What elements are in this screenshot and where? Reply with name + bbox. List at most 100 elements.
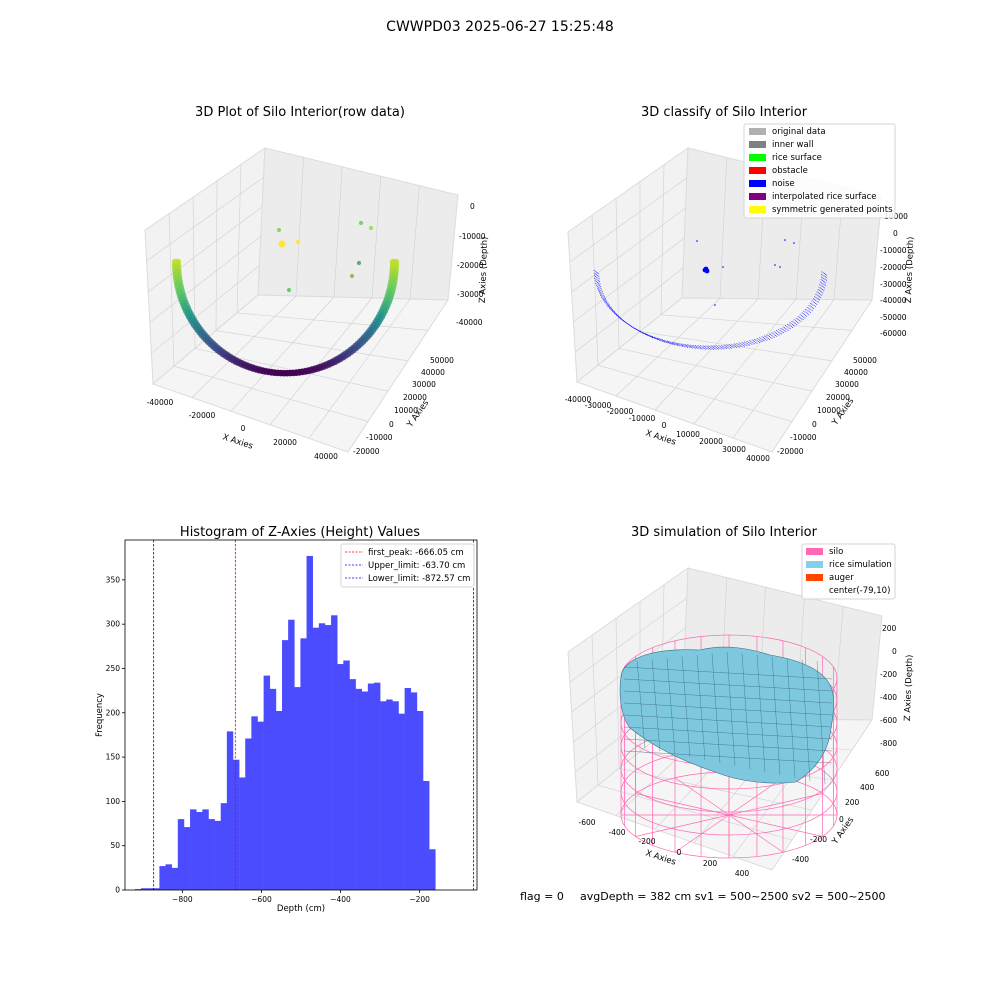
tick-label: 300 (106, 620, 121, 629)
tick-label: 20000 (699, 437, 723, 446)
tick-label: -40000 (880, 296, 907, 305)
noise-point (784, 239, 786, 241)
silo-spoke (728, 814, 823, 837)
tick-label: 10000 (676, 430, 700, 439)
gridline (615, 298, 721, 397)
plot2-title: 3D classify of Silo Interior (641, 105, 808, 120)
scatter-3d-classified: 3D classify of Silo Interior -40000 -300… (565, 105, 916, 463)
gridline (654, 298, 759, 411)
data-point (295, 239, 301, 245)
gridline (569, 177, 687, 263)
noise-ring (594, 270, 824, 348)
legend-swatch (749, 128, 766, 135)
plot2-x-ticks: -40000 -30000 -20000 -10000 0 10000 2000… (565, 395, 770, 463)
silo-spoke (728, 777, 784, 816)
tick-label: -40000 (456, 318, 483, 327)
gridline (660, 164, 665, 315)
tick-label: -10000 (880, 246, 907, 255)
plot4-zlabel: Z Axies (Depth) (903, 654, 915, 721)
legend-label: Upper_limit: -63.70 cm (368, 561, 465, 571)
gridline (295, 157, 304, 297)
plot4-title: 3D simulation of Silo Interior (631, 525, 818, 540)
tick-label: 150 (106, 753, 121, 762)
plot4-legend: silo rice simulation auger center(-79,10… (801, 543, 896, 600)
plot1-zlabel: Z Axies (Depth) (478, 236, 490, 303)
gridline (215, 330, 409, 362)
plot4-y-ticks: -400 -200 0 200 400 600 (792, 769, 890, 864)
plot2-y-ticks: -20000 -10000 0 10000 20000 30000 40000 … (777, 356, 877, 456)
data-point (358, 220, 364, 226)
legend-label: symmetric generated points (772, 205, 893, 215)
silo-spoke (728, 793, 823, 816)
tick-label: -200 (880, 670, 897, 679)
plot2-zlabel: Z Axies (Depth) (904, 236, 916, 303)
figure-suptitle: CWWPD03 2025-06-27 15:25:48 (386, 19, 614, 35)
histogram-bar (416, 711, 424, 890)
legend-swatch (806, 574, 823, 581)
histogram-bar (202, 809, 209, 890)
histogram-bar (177, 819, 185, 890)
legend-label: first_peak: -666.05 cm (368, 548, 464, 558)
tick-label: 40000 (844, 368, 868, 377)
tick-label: -400 (880, 693, 897, 702)
tick-label: -10000 (629, 414, 656, 423)
gridline (269, 297, 373, 425)
tick-label: −800 (172, 895, 193, 904)
legend-label: original data (772, 127, 826, 137)
mesh-line (623, 726, 833, 740)
data-point (356, 260, 362, 266)
gridline (148, 206, 263, 292)
plot2-legend: original data inner wall rice surface ob… (743, 123, 896, 219)
tick-label: 400 (860, 783, 875, 792)
gridline (575, 267, 684, 353)
footer-flag: flag = 0 (520, 890, 564, 903)
mesh-line (786, 657, 796, 779)
legend-label: obstacle (772, 166, 808, 176)
gridline (693, 299, 797, 425)
gridline (569, 597, 687, 683)
histogram-bar (134, 889, 142, 890)
tick-label: 40000 (314, 452, 338, 461)
gridline (236, 312, 429, 331)
tick-label: 50000 (430, 356, 454, 365)
histogram-bar (398, 713, 405, 890)
tick-label: 0 (241, 424, 246, 433)
histogram-bars (134, 555, 436, 890)
plot1-x-ticks: -40000 -20000 0 20000 40000 (147, 398, 338, 461)
histogram-bar (165, 864, 172, 890)
tick-label: -20000 (777, 447, 804, 456)
histogram-bar (355, 688, 363, 890)
tick-label: -30000 (457, 290, 484, 299)
mesh-line (636, 660, 646, 749)
legend-frame (743, 123, 896, 219)
tick-label: 10000 (817, 406, 841, 415)
gridline (615, 198, 620, 349)
gridline (173, 365, 369, 422)
histogram-bar (183, 827, 191, 890)
histogram-bar (263, 675, 271, 890)
mesh-line (623, 738, 833, 752)
histogram-bar (423, 781, 430, 890)
tick-label: −200 (409, 895, 430, 904)
tick-label: 0 (470, 202, 475, 211)
histogram-bar (386, 699, 393, 890)
gridline (409, 185, 420, 300)
gridline (308, 298, 411, 439)
plot2-floor-pane (575, 297, 873, 453)
tick-label: 10000 (394, 406, 418, 415)
tick-label: -20000 (189, 411, 216, 420)
legend-swatch (749, 206, 766, 213)
tick-label: −600 (251, 895, 272, 904)
gridline (151, 265, 260, 354)
mesh-line (623, 690, 833, 704)
gridline (597, 364, 793, 422)
rice-surface-mesh (623, 651, 833, 785)
plot4-x-ticks: -600 -400 -200 0 200 400 (578, 818, 749, 878)
histogram-bar (159, 866, 166, 890)
histogram-bar (429, 849, 436, 890)
data-point (392, 258, 400, 266)
tick-label: 20000 (403, 393, 427, 402)
legend-label: inner wall (772, 140, 813, 150)
legend-swatch (806, 548, 823, 555)
rice-surface (619, 646, 834, 784)
